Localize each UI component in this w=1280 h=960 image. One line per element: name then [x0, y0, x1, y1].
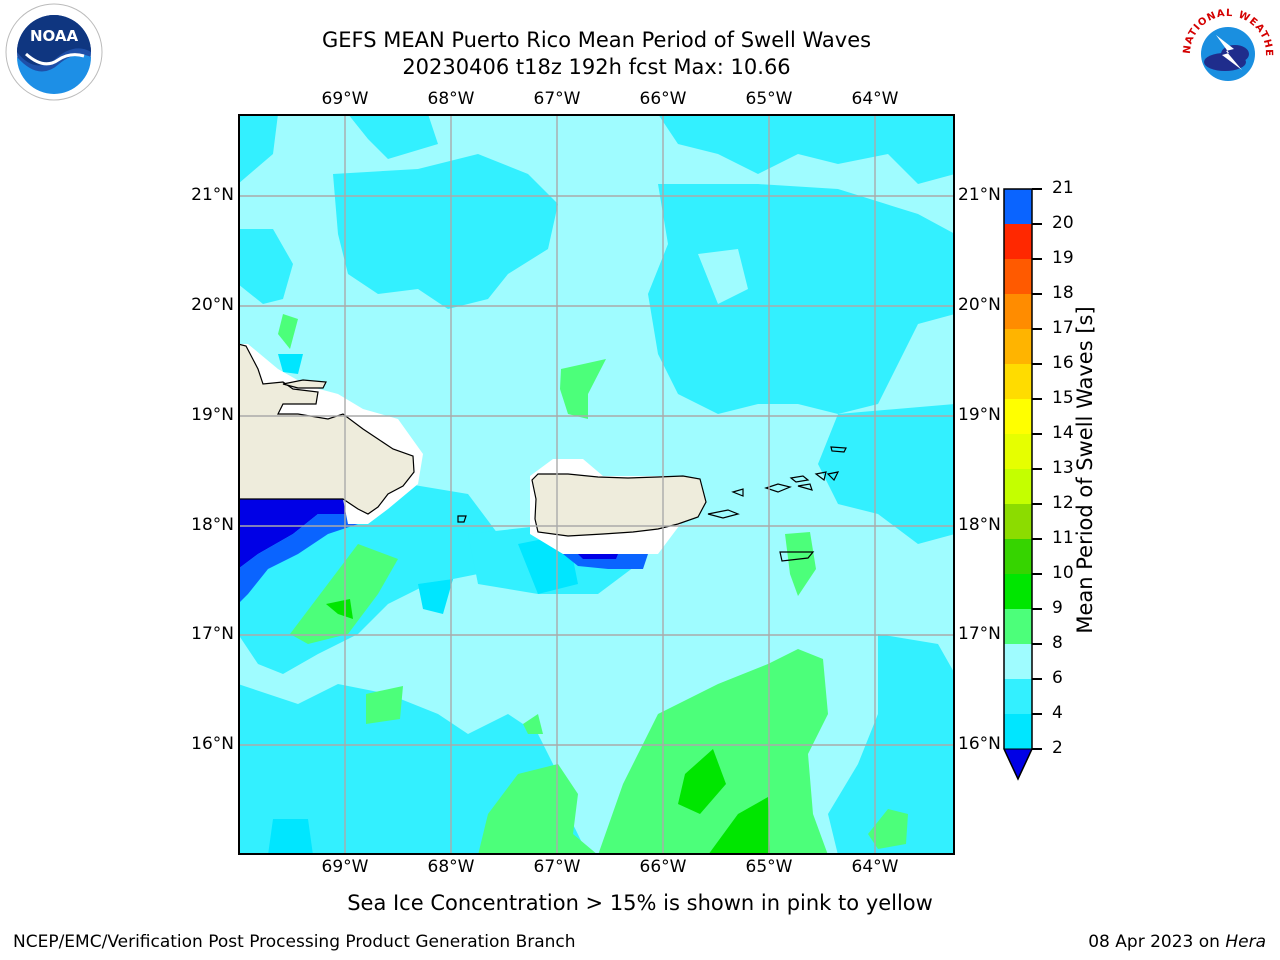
colorbar-segment: [1004, 609, 1032, 644]
colorbar: [1000, 186, 1040, 786]
colorbar-tick-mark: [1032, 713, 1042, 715]
lon-label-bottom-67w: 67°W: [533, 857, 581, 877]
colorbar-tick-label: 21: [1052, 178, 1074, 198]
lat-label-right-17n: 17°N: [958, 624, 1001, 644]
field-under-2s: [238, 499, 648, 604]
colorbar-tick-label: 6: [1052, 668, 1063, 688]
colorbar-tick-label: 20: [1052, 213, 1074, 233]
lon-label-top-68w: 68°W: [427, 89, 475, 109]
colorbar-segment: [1004, 714, 1032, 749]
colorbar-tick-mark: [1032, 293, 1042, 295]
sea-ice-note: Sea Ice Concentration > 15% is shown in …: [347, 891, 933, 915]
colorbar-segment: [1004, 364, 1032, 399]
colorbar-tick-label: 8: [1052, 633, 1063, 653]
colorbar-svg: [1003, 188, 1033, 781]
nws-logo-icon: NATIONAL WEATHER SERVICE: [1174, 0, 1278, 102]
colorbar-tick-mark: [1032, 608, 1042, 610]
colorbar-segment: [1004, 189, 1032, 224]
colorbar-tick-mark: [1032, 503, 1042, 505]
colorbar-tick-mark: [1032, 223, 1042, 225]
lon-label-bottom-65w: 65°W: [745, 857, 793, 877]
lat-label-right-21n: 21°N: [958, 185, 1001, 205]
colorbar-segment: [1004, 329, 1032, 364]
colorbar-segment: [1004, 469, 1032, 504]
virgin-islands: [282, 379, 847, 562]
colorbar-tick-mark: [1032, 433, 1042, 435]
lon-label-top-66w: 66°W: [639, 89, 687, 109]
colorbar-tick-label: 17: [1052, 318, 1074, 338]
colorbar-tick-mark: [1032, 538, 1042, 540]
colorbar-segment: [1004, 679, 1032, 714]
noaa-logo-text: NOAA: [30, 27, 79, 45]
colorbar-tick-label: 15: [1052, 388, 1074, 408]
map-gridlines: [238, 114, 955, 855]
colorbar-segment: [1004, 294, 1032, 329]
swell-period-map: [237, 114, 955, 855]
colorbar-tick-label: 12: [1052, 493, 1074, 513]
chart-title-line2: 20230406 t18z 192h fcst Max: 10.66: [402, 55, 791, 79]
footer-branch: NCEP/EMC/Verification Post Processing Pr…: [13, 932, 576, 952]
colorbar-tick-mark: [1032, 643, 1042, 645]
colorbar-tick-mark: [1032, 188, 1042, 190]
colorbar-segment: [1004, 434, 1032, 469]
colorbar-tick-label: 16: [1052, 353, 1074, 373]
lon-label-top-64w: 64°W: [851, 89, 899, 109]
map-panel: [237, 114, 955, 855]
colorbar-tick-label: 13: [1052, 458, 1074, 478]
lon-label-top-65w: 65°W: [745, 89, 793, 109]
colorbar-tick-mark: [1032, 748, 1042, 750]
lat-label-right-20n: 20°N: [958, 295, 1001, 315]
footer-date-text: 08 Apr 2023 on: [1088, 932, 1226, 952]
colorbar-tick-mark: [1032, 328, 1042, 330]
footer-date: 08 Apr 2023 on Hera: [1088, 932, 1266, 952]
lon-label-bottom-69w: 69°W: [321, 857, 369, 877]
field-10-11s: [326, 599, 770, 855]
lat-label-left-20n: 20°N: [191, 295, 234, 315]
lon-label-bottom-64w: 64°W: [851, 857, 899, 877]
lat-label-left-18n: 18°N: [191, 515, 234, 535]
colorbar-under-triangle: [1003, 748, 1033, 781]
colorbar-frame: [1003, 188, 1033, 781]
colorbar-tick-mark: [1032, 678, 1042, 680]
colorbar-tick-label: 14: [1052, 423, 1074, 443]
lon-label-top-67w: 67°W: [533, 89, 581, 109]
colorbar-segment: [1004, 644, 1032, 679]
colorbar-segment: [1004, 259, 1032, 294]
colorbar-segment: [1004, 574, 1032, 609]
colorbar-tick-mark: [1032, 468, 1042, 470]
colorbar-tick-mark: [1032, 573, 1042, 575]
lon-label-top-69w: 69°W: [321, 89, 369, 109]
lat-label-right-18n: 18°N: [958, 515, 1001, 535]
chart-title-line1: GEFS MEAN Puerto Rico Mean Period of Swe…: [321, 28, 872, 52]
colorbar-tick-label: 9: [1052, 598, 1063, 618]
colorbar-tick-mark: [1032, 398, 1042, 400]
footer-machine: Hera: [1225, 932, 1266, 952]
colorbar-tick-label: 19: [1052, 248, 1074, 268]
lat-label-right-19n: 19°N: [958, 405, 1001, 425]
lat-label-left-17n: 17°N: [191, 624, 234, 644]
noaa-logo-icon: NOAA: [4, 2, 104, 102]
colorbar-segment: [1004, 224, 1032, 259]
colorbar-segment: [1004, 399, 1032, 434]
colorbar-tick-label: 2: [1052, 738, 1063, 758]
colorbar-tick-label: 11: [1052, 528, 1074, 548]
lat-label-left-21n: 21°N: [191, 185, 234, 205]
map-frame: [238, 114, 955, 855]
colorbar-tick-label: 10: [1052, 563, 1074, 583]
colorbar-tick-label: 4: [1052, 703, 1063, 723]
lat-label-right-16n: 16°N: [958, 734, 1001, 754]
colorbar-tick-label: 18: [1052, 283, 1074, 303]
colorbar-tick-mark: [1032, 363, 1042, 365]
lon-label-bottom-68w: 68°W: [427, 857, 475, 877]
colorbar-label: Mean Period of Swell Waves [s]: [1073, 306, 1097, 634]
lon-label-bottom-66w: 66°W: [639, 857, 687, 877]
colorbar-tick-mark: [1032, 258, 1042, 260]
colorbar-segment: [1004, 539, 1032, 574]
colorbar-segment: [1004, 504, 1032, 539]
lat-label-left-16n: 16°N: [191, 734, 234, 754]
lat-label-left-19n: 19°N: [191, 405, 234, 425]
